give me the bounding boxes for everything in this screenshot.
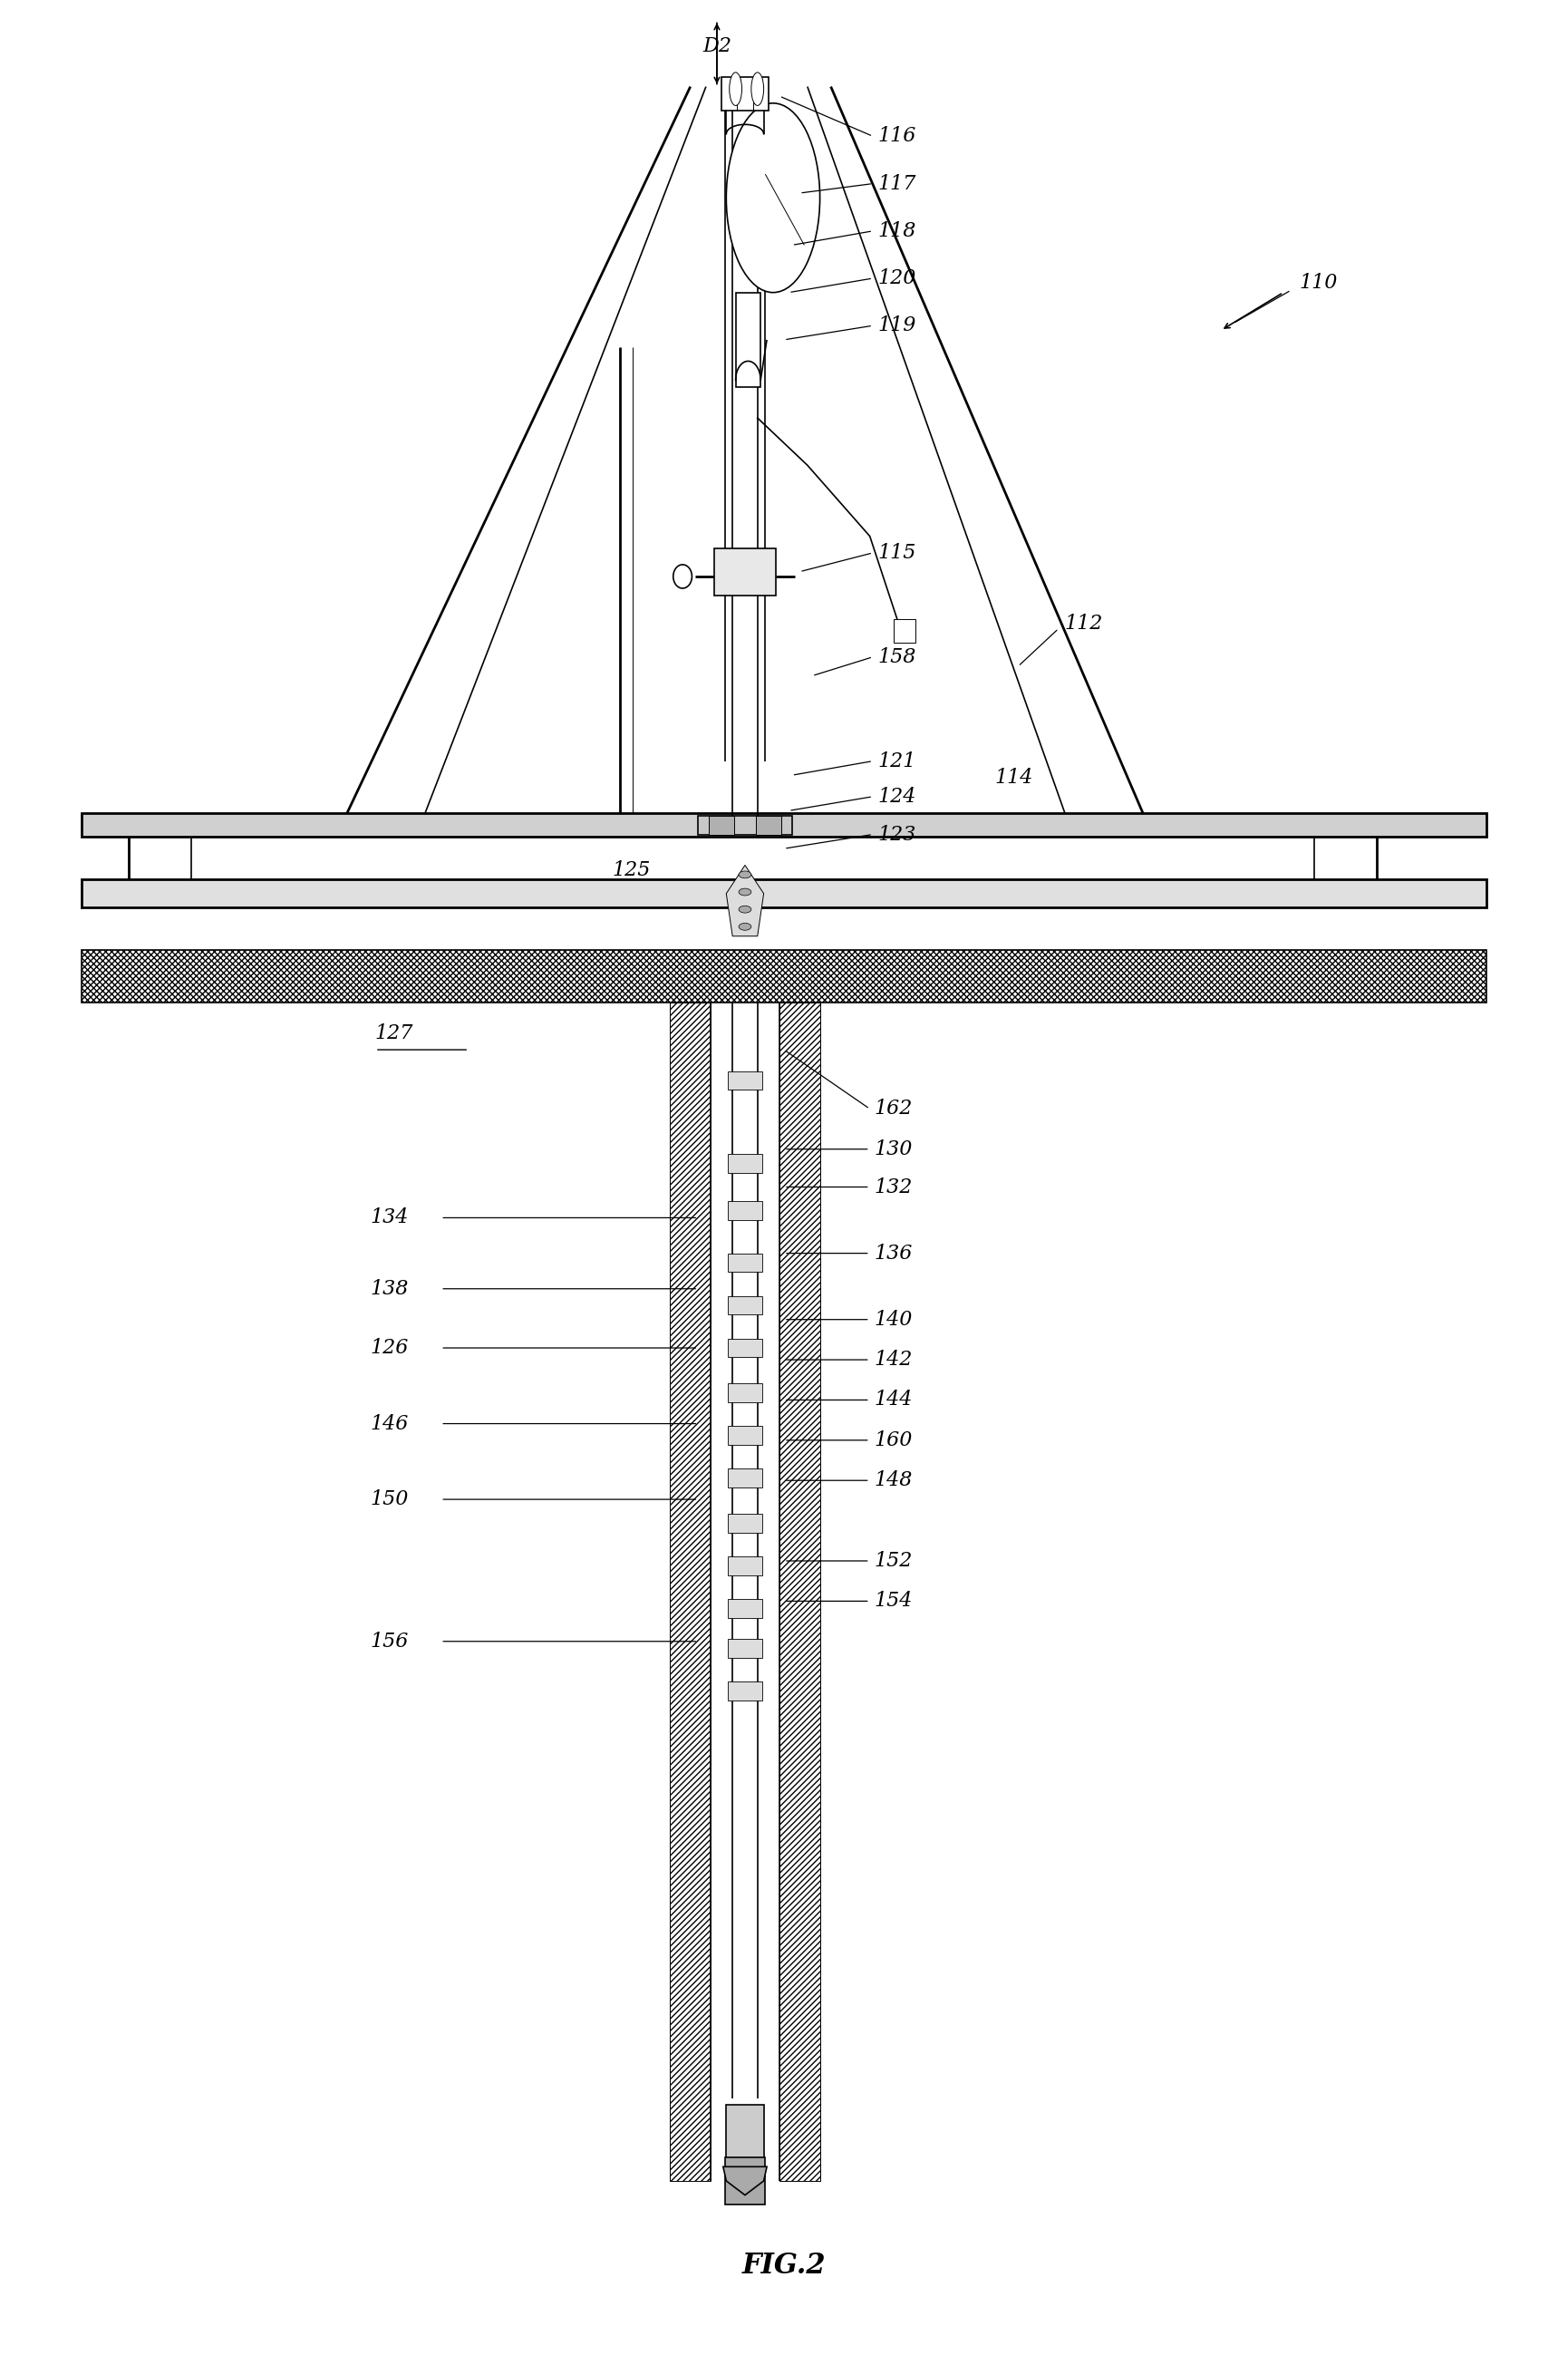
Bar <box>894 620 916 643</box>
Text: 136: 136 <box>875 1244 913 1263</box>
Bar <box>721 76 768 109</box>
Text: 140: 140 <box>875 1310 913 1329</box>
Polygon shape <box>723 2167 767 2196</box>
Bar <box>82 814 1486 836</box>
Bar <box>82 878 1486 907</box>
Text: 110: 110 <box>1298 273 1338 292</box>
Ellipse shape <box>739 871 751 878</box>
Text: 118: 118 <box>878 221 916 240</box>
Bar <box>724 2158 765 2205</box>
Text: 121: 121 <box>878 750 916 772</box>
Text: 127: 127 <box>375 1023 414 1042</box>
Text: 152: 152 <box>875 1550 913 1572</box>
Bar <box>82 950 1486 1002</box>
Text: 148: 148 <box>875 1470 913 1491</box>
Bar <box>670 1002 710 2182</box>
Text: 120: 120 <box>878 268 916 287</box>
Ellipse shape <box>751 71 764 104</box>
Bar <box>735 292 760 387</box>
Text: 126: 126 <box>370 1339 409 1358</box>
Bar <box>728 1681 762 1700</box>
Bar <box>779 1002 820 2182</box>
Ellipse shape <box>739 923 751 931</box>
Text: D2: D2 <box>702 36 732 57</box>
Ellipse shape <box>673 565 691 589</box>
Text: 144: 144 <box>875 1391 913 1410</box>
Text: 150: 150 <box>370 1488 409 1510</box>
Text: 123: 123 <box>878 824 916 845</box>
Text: 115: 115 <box>878 544 916 563</box>
Bar <box>728 1154 762 1173</box>
Text: 117: 117 <box>878 173 916 195</box>
Bar <box>726 2106 764 2167</box>
Bar <box>728 1071 762 1090</box>
Bar <box>728 1638 762 1657</box>
Text: 154: 154 <box>875 1591 913 1612</box>
Bar <box>728 1557 762 1574</box>
Bar <box>728 1515 762 1534</box>
Text: 112: 112 <box>1065 615 1104 634</box>
Polygon shape <box>726 864 764 935</box>
Bar <box>728 1296 762 1315</box>
Ellipse shape <box>729 71 742 104</box>
Text: 132: 132 <box>875 1178 913 1196</box>
Ellipse shape <box>739 907 751 914</box>
Ellipse shape <box>726 102 820 292</box>
Bar <box>698 814 792 833</box>
Text: 138: 138 <box>370 1280 409 1299</box>
Text: 162: 162 <box>875 1099 913 1118</box>
Bar <box>728 1253 762 1272</box>
Bar <box>728 1427 762 1446</box>
Ellipse shape <box>739 888 751 895</box>
Bar <box>728 1384 762 1403</box>
Bar <box>728 1470 762 1488</box>
Text: 160: 160 <box>875 1429 913 1451</box>
Text: 134: 134 <box>370 1208 409 1227</box>
Text: 158: 158 <box>878 648 916 667</box>
Text: 130: 130 <box>875 1140 913 1159</box>
Bar <box>756 814 781 833</box>
Text: FIG.2: FIG.2 <box>742 2253 826 2279</box>
Bar <box>728 1339 762 1358</box>
Bar <box>728 1598 762 1617</box>
Text: 119: 119 <box>878 316 916 335</box>
Text: 114: 114 <box>994 767 1033 788</box>
Bar <box>709 814 734 833</box>
Text: 124: 124 <box>878 786 916 807</box>
Text: 116: 116 <box>878 126 916 147</box>
Text: 125: 125 <box>613 859 651 881</box>
Text: 142: 142 <box>875 1351 913 1370</box>
Bar <box>728 1201 762 1220</box>
Text: 146: 146 <box>370 1413 409 1434</box>
Bar <box>713 548 776 596</box>
Text: 156: 156 <box>370 1631 409 1652</box>
